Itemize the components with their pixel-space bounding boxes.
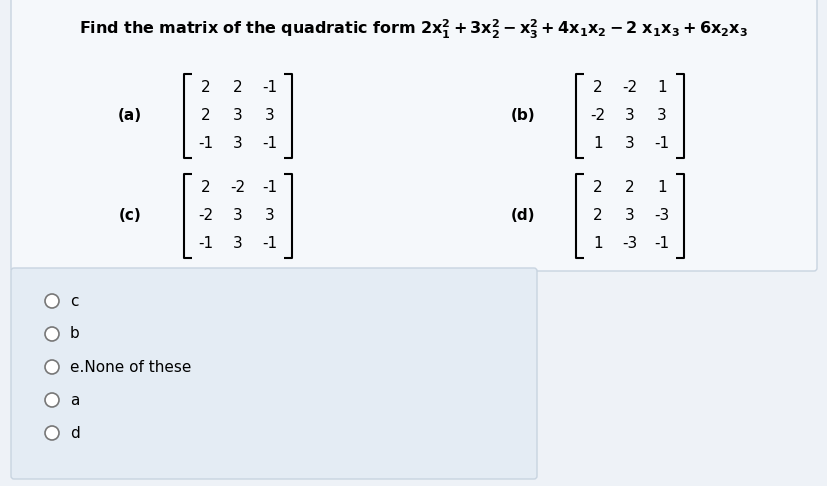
Circle shape (45, 327, 59, 341)
Text: 3: 3 (233, 237, 242, 251)
Text: 1: 1 (657, 180, 666, 195)
Text: 3: 3 (265, 108, 275, 123)
Text: (c): (c) (118, 208, 141, 224)
Text: 2: 2 (624, 180, 634, 195)
Text: 3: 3 (265, 208, 275, 224)
Text: e.None of these: e.None of these (70, 360, 191, 375)
Circle shape (45, 393, 59, 407)
FancyBboxPatch shape (11, 268, 537, 479)
Text: 2: 2 (201, 81, 211, 96)
Text: (b): (b) (510, 108, 535, 123)
Text: $\bf{Find\ the\ matrix\ of\ the\ quadratic\ form}\ $$\mathbf{2x_1^2 + 3x_2^2 - x: $\bf{Find\ the\ matrix\ of\ the\ quadrat… (79, 18, 748, 41)
Text: (d): (d) (510, 208, 534, 224)
Text: -2: -2 (198, 208, 213, 224)
Text: -1: -1 (262, 137, 277, 152)
Text: -1: -1 (262, 180, 277, 195)
Text: a: a (70, 393, 79, 407)
Text: b: b (70, 327, 79, 342)
Text: -1: -1 (653, 137, 669, 152)
Text: -1: -1 (198, 237, 213, 251)
Text: 3: 3 (624, 137, 634, 152)
Circle shape (45, 426, 59, 440)
Text: 3: 3 (624, 208, 634, 224)
Text: 3: 3 (657, 108, 666, 123)
Text: 3: 3 (624, 108, 634, 123)
Text: 2: 2 (201, 180, 211, 195)
Text: -3: -3 (653, 208, 669, 224)
Text: 1: 1 (657, 81, 666, 96)
Text: -1: -1 (198, 137, 213, 152)
Text: -2: -2 (590, 108, 605, 123)
Text: 1: 1 (592, 237, 602, 251)
Text: -2: -2 (622, 81, 637, 96)
Text: 2: 2 (233, 81, 242, 96)
Text: -1: -1 (262, 81, 277, 96)
Text: -1: -1 (653, 237, 669, 251)
Circle shape (45, 360, 59, 374)
Text: 2: 2 (592, 81, 602, 96)
Text: 3: 3 (233, 137, 242, 152)
Text: 2: 2 (592, 208, 602, 224)
Text: d: d (70, 426, 79, 440)
Text: -2: -2 (230, 180, 246, 195)
Text: c: c (70, 294, 79, 309)
Text: 1: 1 (592, 137, 602, 152)
Text: -3: -3 (622, 237, 637, 251)
FancyBboxPatch shape (11, 0, 816, 271)
Text: 2: 2 (201, 108, 211, 123)
Text: 3: 3 (233, 108, 242, 123)
Text: 3: 3 (233, 208, 242, 224)
Text: 2: 2 (592, 180, 602, 195)
Text: -1: -1 (262, 237, 277, 251)
Circle shape (45, 294, 59, 308)
Text: (a): (a) (117, 108, 142, 123)
